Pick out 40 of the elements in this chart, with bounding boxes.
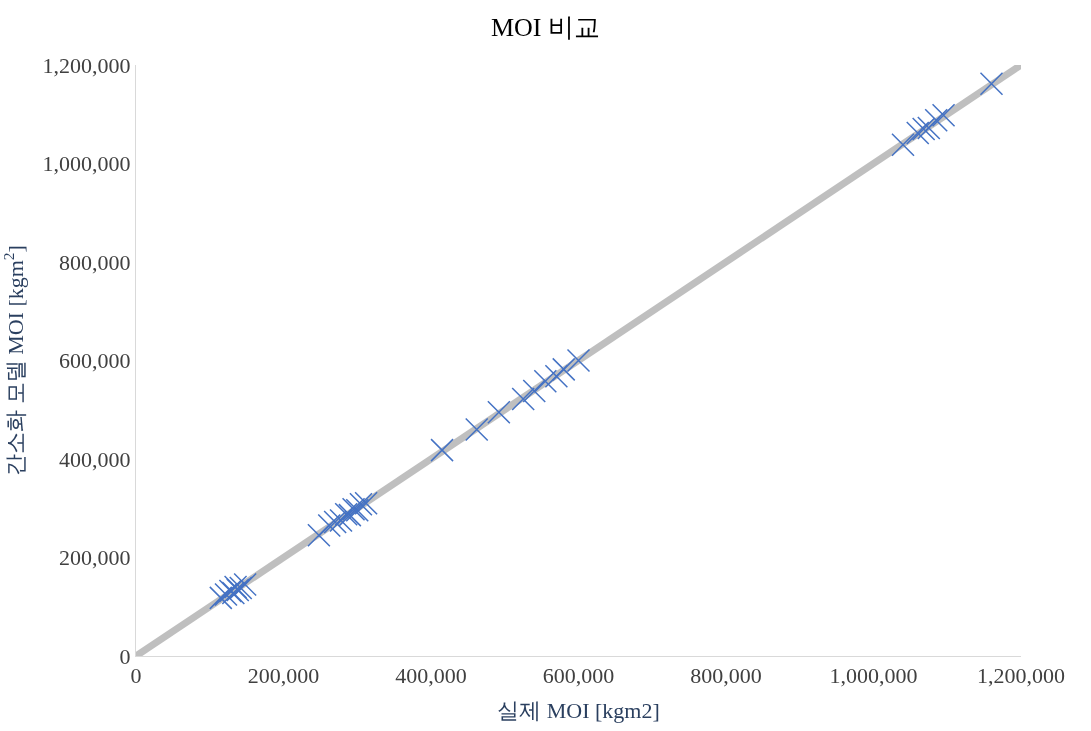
y-tick-label: 800,000 [59, 249, 131, 275]
point [307, 523, 331, 548]
point [533, 369, 558, 393]
x-axis-title: 실제 MOI [kgm2] [497, 698, 660, 724]
chart-title: MOI 비교 [490, 13, 601, 43]
point [349, 492, 373, 517]
point [511, 387, 535, 411]
point [329, 508, 353, 533]
point [522, 379, 546, 403]
point [233, 572, 257, 597]
point [979, 71, 1004, 96]
x-tick-label: 800,000 [690, 663, 762, 689]
point [209, 586, 233, 610]
point [566, 348, 591, 373]
y-tick-label: 1,000,000 [42, 151, 131, 177]
x-tick-label: 400,000 [395, 663, 467, 689]
point [317, 513, 341, 538]
y-tick-label: 0 [119, 643, 131, 669]
point [891, 133, 915, 157]
point [464, 417, 489, 442]
x-tick-label: 600,000 [542, 663, 615, 689]
point [911, 117, 936, 141]
x-tick-label: 1,000,000 [829, 663, 918, 689]
x-tick-label: 1,200,000 [977, 663, 1065, 689]
y-tick-label: 600,000 [59, 348, 131, 374]
point [906, 121, 930, 145]
point [214, 582, 238, 607]
y-tick-label: 1,200,000 [42, 52, 131, 78]
point [430, 438, 454, 462]
point [487, 400, 511, 424]
point [544, 364, 569, 389]
y-tick-label: 400,000 [59, 446, 131, 472]
point [931, 103, 956, 127]
point [354, 491, 378, 516]
point [323, 510, 347, 534]
point [924, 108, 948, 132]
y-tick-label: 200,000 [59, 545, 131, 571]
point [917, 116, 941, 140]
point [552, 357, 576, 382]
x-tick-label: 200,000 [247, 663, 320, 689]
